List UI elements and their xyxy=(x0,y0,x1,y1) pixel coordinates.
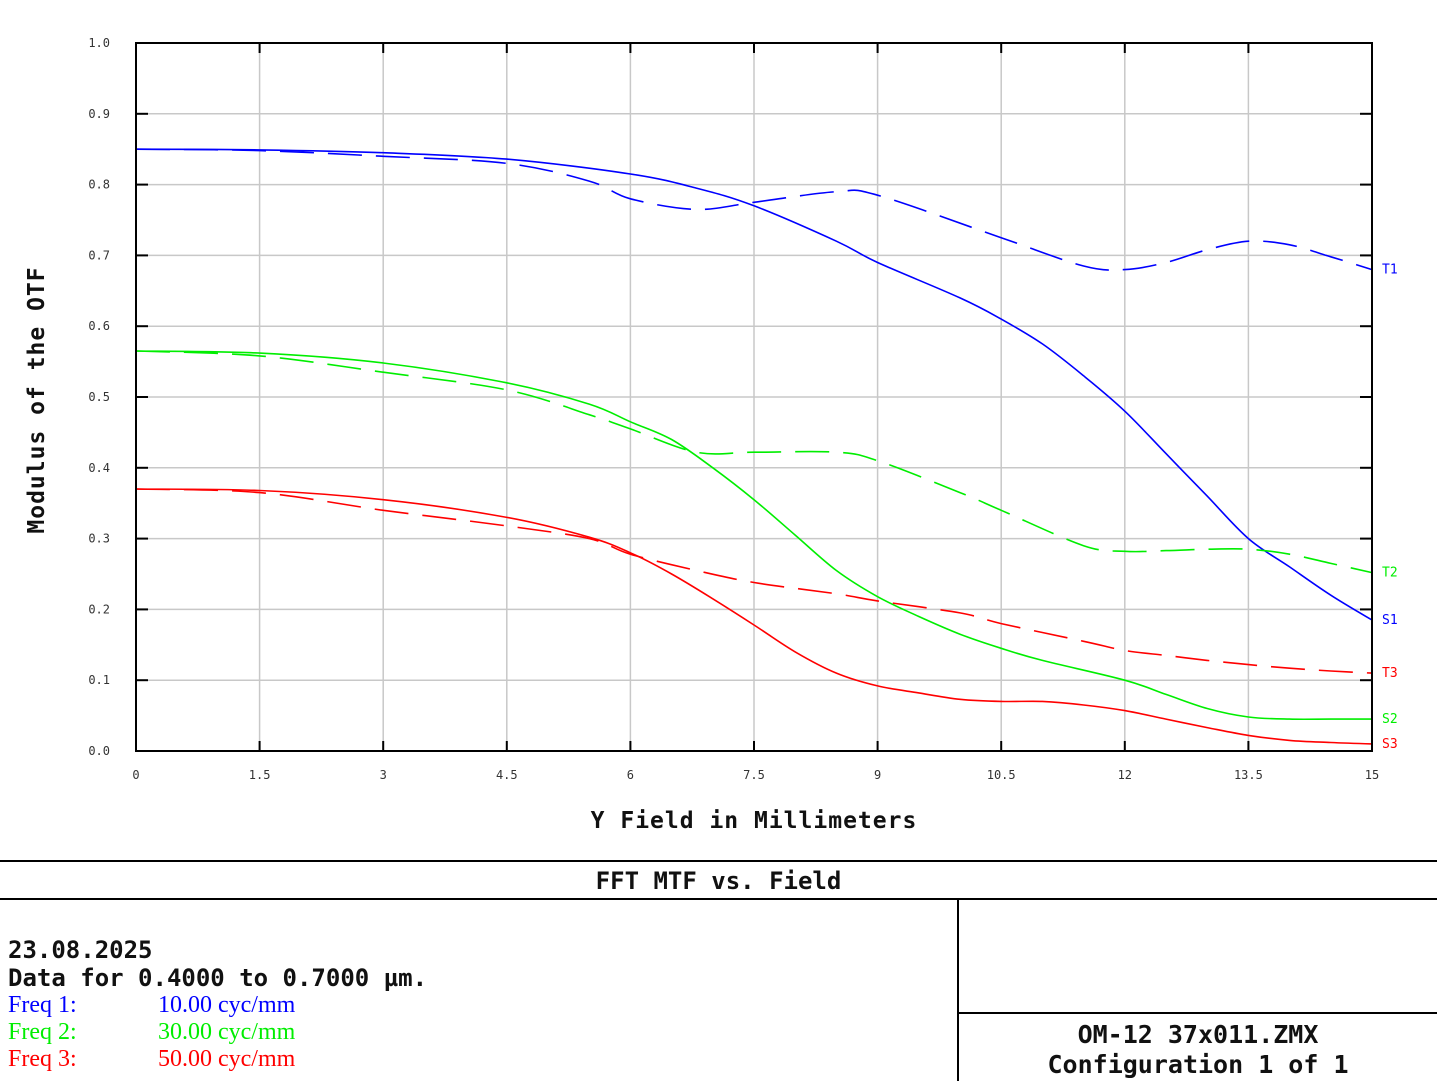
freq-label: Freq 2: xyxy=(8,1019,77,1045)
series-label-t1: T1 xyxy=(1382,263,1398,278)
freq-value: 30.00 cyc/mm xyxy=(158,1019,296,1045)
grid-layer xyxy=(135,42,1373,752)
y-tick-label: 0.8 xyxy=(88,178,110,192)
series-layer xyxy=(135,148,1373,745)
series-line-s1 xyxy=(135,148,1373,621)
freq-value: 50.00 cyc/mm xyxy=(158,1046,296,1072)
report-file-name: OM-12 37x011.ZMX xyxy=(1077,1020,1319,1049)
series-label-s1: S1 xyxy=(1382,613,1398,628)
series-end-labels: T1 T2 S1 T3 S2 S3 xyxy=(1382,263,1398,752)
x-tick-label: 9 xyxy=(874,768,881,782)
report-divider-vertical xyxy=(957,900,959,1081)
freq-line-1: Freq 1: 10.00 cyc/mm xyxy=(8,992,948,1019)
report-configuration: Configuration 1 of 1 xyxy=(1047,1050,1349,1079)
series-line-t2 xyxy=(135,350,1373,574)
series-label-s2: S2 xyxy=(1382,712,1398,727)
x-tick-label: 15 xyxy=(1365,768,1379,782)
x-tick-label: 1.5 xyxy=(249,768,271,782)
y-axis-title: Modulus of the OTF xyxy=(24,266,50,533)
freq-label: Freq 3: xyxy=(8,1046,77,1072)
y-tick-label: 1.0 xyxy=(88,36,110,50)
y-tick-label: 0.6 xyxy=(88,319,110,333)
x-tick-label: 13.5 xyxy=(1234,768,1263,782)
series-line-s3 xyxy=(135,488,1373,745)
mtf-chart: 0 1.5 3 4.5 6 7.5 9 10.5 12 13.5 15 0.0 0.1 0.2 0.3 0.4… xyxy=(24,36,1398,834)
freq-line-3: Freq 3: 50.00 cyc/mm xyxy=(8,1046,948,1073)
series-line-s2 xyxy=(135,350,1372,721)
y-tick-label: 0.0 xyxy=(88,744,110,758)
x-tick-label: 6 xyxy=(627,768,634,782)
report-info: 23.08.2025 Data for 0.4000 to 0.7000 µm.… xyxy=(8,936,948,1073)
series-label-s3: S3 xyxy=(1382,737,1398,752)
x-tick-label: 7.5 xyxy=(743,768,765,782)
y-tick-label: 0.1 xyxy=(88,673,110,687)
report-divider-horizontal xyxy=(957,1012,1437,1014)
y-tick-label: 0.3 xyxy=(88,532,110,546)
y-tick-label: 0.2 xyxy=(88,602,110,616)
x-tick-label: 4.5 xyxy=(496,768,518,782)
y-tick-label: 0.7 xyxy=(88,248,110,262)
series-line-t3 xyxy=(135,488,1373,674)
x-tick-label: 12 xyxy=(1118,768,1132,782)
series-label-t2: T2 xyxy=(1382,566,1398,581)
x-axis-title: Y Field in Millimeters xyxy=(591,808,918,834)
y-tick-label: 0.4 xyxy=(88,461,110,475)
plot-frame xyxy=(135,42,1373,752)
freq-line-2: Freq 2: 30.00 cyc/mm xyxy=(8,1019,948,1046)
x-tick-label: 3 xyxy=(380,768,387,782)
report-panel: FFT MTF vs. Field 23.08.2025 Data for 0.… xyxy=(0,860,1437,1081)
y-tick-label: 0.5 xyxy=(88,390,110,404)
x-tick-label: 0 xyxy=(132,768,139,782)
tick-labels: 0 1.5 3 4.5 6 7.5 9 10.5 12 13.5 15 0.0 0.1 0.2 0.3 0.4… xyxy=(88,36,1379,782)
frequency-list: Freq 1: 10.00 cyc/mm Freq 2: 30.00 cyc/mm Fr… xyxy=(8,992,948,1073)
freq-label: Freq 1: xyxy=(8,992,77,1018)
report-data-range: Data for 0.4000 to 0.7000 µm. xyxy=(8,964,428,992)
report-file-info: OM-12 37x011.ZMX Configuration 1 of 1 xyxy=(959,1020,1437,1080)
report-date: 23.08.2025 xyxy=(8,936,153,964)
x-tick-label: 10.5 xyxy=(987,768,1016,782)
report-title: FFT MTF vs. Field xyxy=(0,862,1437,900)
freq-value: 10.00 cyc/mm xyxy=(158,992,296,1018)
series-line-t1 xyxy=(135,148,1373,271)
series-label-t3: T3 xyxy=(1382,666,1398,681)
y-tick-label: 0.9 xyxy=(88,107,110,121)
